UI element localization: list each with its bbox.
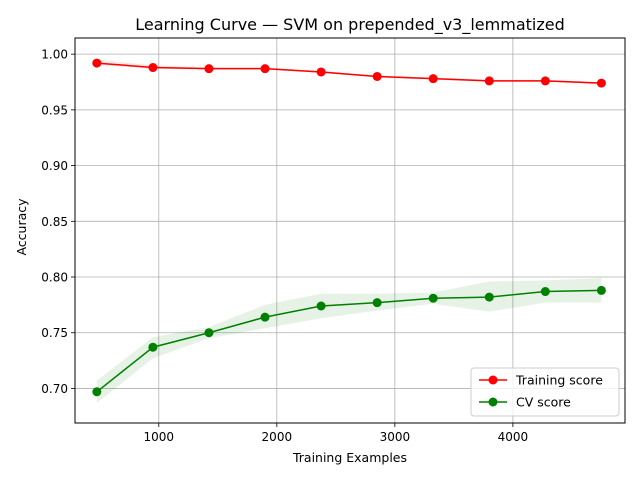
cv-score-point xyxy=(484,292,494,302)
legend-training-score-marker xyxy=(488,375,498,385)
training-score-point xyxy=(372,71,382,81)
y-tick-label: 0.85 xyxy=(41,215,68,229)
training-score-point xyxy=(148,63,158,73)
x-axis-ticks: 1000 2000 3000 4000 xyxy=(144,423,529,444)
cv-score-point xyxy=(596,285,606,295)
series-lines xyxy=(96,62,602,393)
y-axis-ticks: 0.70 0.75 0.80 0.85 0.90 0.95 1.00 xyxy=(41,48,75,396)
training-score-point xyxy=(204,64,214,74)
grid-lines xyxy=(75,38,625,423)
training-score-point xyxy=(540,76,550,86)
series-points xyxy=(92,58,606,397)
legend-box xyxy=(470,367,620,417)
legend-cv-score-label: CV score xyxy=(516,395,571,410)
x-axis-label: Training Examples xyxy=(292,450,407,465)
y-tick-label: 0.80 xyxy=(41,271,68,285)
cv-score-point xyxy=(92,387,102,397)
y-tick-label: 0.90 xyxy=(41,159,68,173)
cv-score-line xyxy=(96,289,602,393)
training-score-point xyxy=(92,58,102,68)
x-tick-label: 3000 xyxy=(380,430,411,444)
cv-score-point xyxy=(148,342,158,352)
training-score-point xyxy=(484,76,494,86)
training-score-point xyxy=(428,74,438,84)
legend-cv-score-marker xyxy=(488,397,498,407)
x-tick-label: 1000 xyxy=(144,430,175,444)
cv-score-point xyxy=(260,312,270,322)
y-axis-label: Accuracy xyxy=(14,198,29,256)
legend: Training score CV score xyxy=(470,367,620,417)
y-tick-label: 0.95 xyxy=(41,103,68,117)
training-score-point xyxy=(316,67,326,77)
training-score-line xyxy=(96,62,602,84)
cv-score-point xyxy=(540,287,550,297)
y-tick-label: 1.00 xyxy=(41,48,68,62)
confidence-bands xyxy=(96,59,602,403)
training-score-point xyxy=(260,64,270,74)
legend-training-score-label: Training score xyxy=(515,373,603,388)
cv-score-band xyxy=(96,278,602,403)
y-tick-label: 0.70 xyxy=(41,382,68,396)
cv-score-point xyxy=(316,301,326,311)
cv-score-point xyxy=(204,328,214,338)
training-score-point xyxy=(596,78,606,88)
chart-title: Learning Curve — SVM on prepended_v3_lem… xyxy=(135,15,564,35)
plot-frame xyxy=(74,37,626,424)
x-tick-label: 2000 xyxy=(262,430,293,444)
cv-score-point xyxy=(372,298,382,308)
y-tick-label: 0.75 xyxy=(41,326,68,340)
cv-score-point xyxy=(428,293,438,303)
x-tick-label: 4000 xyxy=(498,430,529,444)
